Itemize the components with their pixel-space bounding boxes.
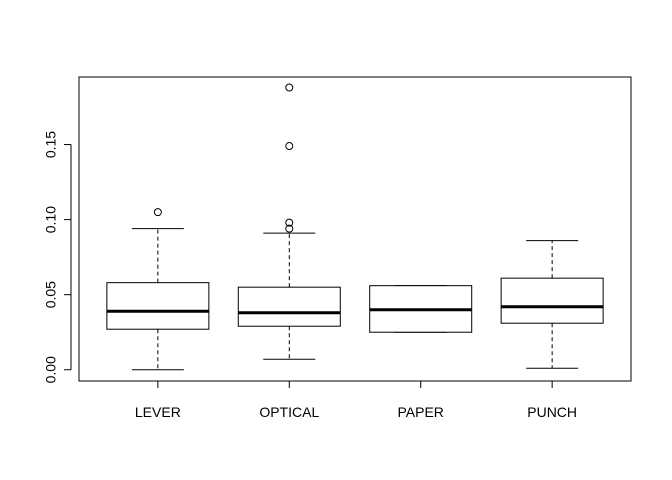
x-tick-label: OPTICAL (259, 404, 319, 420)
x-tick-label: LEVER (135, 404, 181, 420)
box-optical (237, 83, 341, 360)
x-tick-label: PUNCH (527, 404, 577, 420)
y-tick-label: 0.05 (43, 281, 59, 308)
y-tick-label: 0.00 (43, 356, 59, 383)
y-axis: 0.00 0.05 0.10 0.15 (43, 131, 72, 383)
box-iqr (106, 282, 210, 330)
outlier-point (285, 224, 294, 233)
y-tick-label: 0.15 (43, 131, 59, 158)
plot-content (106, 83, 604, 371)
box-paper (369, 285, 473, 333)
outlier-point (153, 208, 162, 217)
outlier-point (285, 218, 294, 227)
x-axis: LEVER OPTICAL PAPER PUNCH (135, 380, 577, 420)
box-lever (106, 208, 210, 371)
y-tick-label: 0.10 (43, 206, 59, 233)
x-tick-label: PAPER (397, 404, 443, 420)
box-punch (500, 240, 604, 369)
outlier-point (285, 83, 294, 92)
outlier-point (285, 142, 294, 151)
box-iqr (237, 286, 341, 327)
box-iqr (500, 277, 604, 324)
